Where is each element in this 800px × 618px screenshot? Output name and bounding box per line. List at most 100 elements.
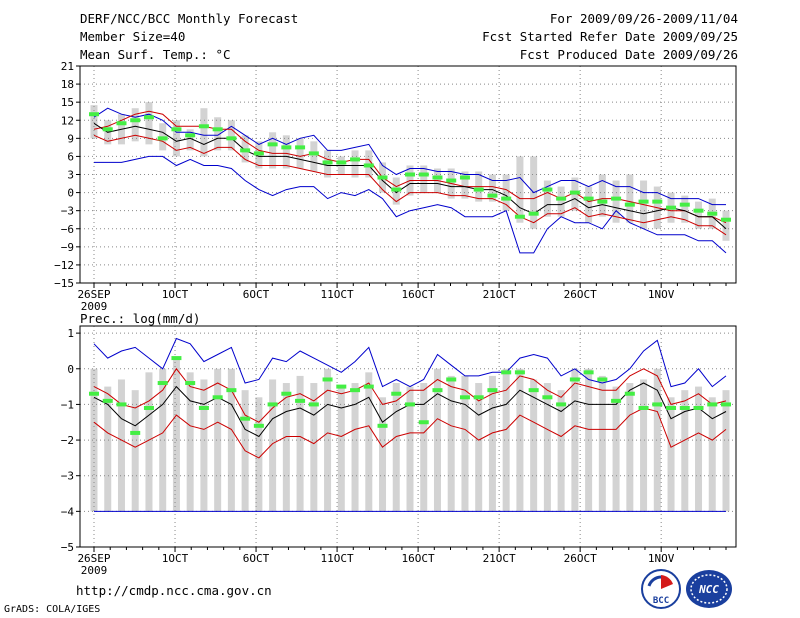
temp-xtick-label: 16OCT bbox=[402, 288, 435, 301]
prec-line-q1 bbox=[93, 407, 727, 459]
temp-box bbox=[200, 108, 208, 157]
prec-median-point bbox=[363, 384, 374, 389]
prec-box bbox=[392, 383, 400, 512]
prec-median-point bbox=[267, 402, 278, 407]
temp-median-point bbox=[652, 199, 663, 204]
temp-median-point bbox=[501, 196, 512, 201]
prec-box bbox=[159, 368, 167, 512]
prec-median-point bbox=[638, 405, 649, 410]
temp-median-point bbox=[528, 211, 539, 216]
prec-box bbox=[214, 368, 222, 512]
prec-xtick-label: 21OCT bbox=[483, 552, 516, 565]
prec-ytick-label: 0 bbox=[67, 363, 74, 376]
temp-box bbox=[557, 186, 565, 217]
prec-box bbox=[543, 383, 551, 512]
temp-median-point bbox=[363, 163, 374, 168]
temp-median-point bbox=[473, 187, 484, 192]
prec-median-point bbox=[542, 395, 553, 400]
prec-ytick-label: −2 bbox=[61, 434, 74, 447]
prec-year-label: 2009 bbox=[81, 564, 108, 577]
temp-ytick-label: 21 bbox=[61, 60, 74, 73]
temp-median-point bbox=[597, 199, 608, 204]
prec-box bbox=[708, 397, 716, 512]
temp-box bbox=[296, 138, 304, 169]
temp-box bbox=[502, 174, 510, 211]
chart-title: DERF/NCC/BCC Monthly Forecast bbox=[80, 11, 299, 26]
bcc-logo-text: BCC bbox=[653, 596, 669, 606]
prec-box bbox=[640, 379, 648, 512]
temp-box bbox=[516, 156, 524, 223]
prec-median-point bbox=[226, 388, 237, 393]
prec-median-point bbox=[597, 377, 608, 382]
precipitation-chart: −5 −4 −3 −2 −1 0 1 26SEP 1OCT 6OCT 11OCT 16OCT 21OCT… bbox=[61, 325, 737, 577]
temp-median-point bbox=[226, 136, 237, 141]
temp-box bbox=[186, 129, 194, 151]
prec-ytick-label: −5 bbox=[61, 541, 74, 554]
temp-median-point bbox=[295, 145, 306, 150]
prec-xtick-label: 26SEP bbox=[77, 552, 110, 565]
prec-median-point bbox=[583, 370, 594, 375]
prec-box bbox=[653, 368, 661, 512]
prec-box bbox=[351, 383, 359, 512]
temp-box bbox=[543, 180, 551, 217]
temp-median-point bbox=[391, 187, 402, 192]
prec-box bbox=[296, 375, 304, 512]
prec-box bbox=[282, 383, 290, 512]
temp-box bbox=[626, 174, 634, 223]
prec-median-point bbox=[624, 391, 635, 396]
prec-ytick-label: −4 bbox=[61, 505, 75, 518]
source-url[interactable]: http://cmdp.ncc.cma.gov.cn bbox=[76, 583, 272, 598]
prec-box bbox=[255, 397, 263, 512]
temp-median-point bbox=[666, 205, 677, 210]
temp-ytick-label: 18 bbox=[61, 78, 74, 91]
prec-box bbox=[379, 397, 387, 512]
prec-box bbox=[433, 368, 441, 512]
temp-median-point bbox=[171, 127, 182, 132]
prec-box bbox=[598, 375, 606, 512]
temp-box bbox=[681, 195, 689, 223]
temp-median-point bbox=[281, 145, 292, 150]
prec-ytick-label: 1 bbox=[67, 327, 74, 340]
temp-ytick-label: 0 bbox=[67, 187, 74, 200]
prec-box bbox=[502, 368, 510, 512]
temp-median-point bbox=[212, 127, 223, 132]
prec-median-point bbox=[405, 402, 415, 407]
prec-box bbox=[131, 390, 139, 512]
prec-median-point bbox=[198, 405, 209, 410]
prec-median-point bbox=[336, 384, 347, 389]
prec-median-point bbox=[253, 423, 264, 428]
temp-median-point bbox=[679, 202, 690, 207]
prec-box bbox=[447, 375, 455, 512]
temp-median-point bbox=[583, 196, 594, 201]
bcc-logo: BCC bbox=[641, 569, 681, 609]
fcst-started: Fcst Started Refer Date 2009/09/25 bbox=[482, 29, 738, 44]
temp-median-point bbox=[707, 211, 718, 216]
prec-box bbox=[461, 375, 469, 512]
temp-median-point bbox=[611, 196, 622, 201]
prec-frame bbox=[79, 325, 737, 548]
temp-box bbox=[585, 186, 593, 223]
temp-ytick-label: 15 bbox=[61, 96, 74, 109]
ncc-logo-text: NCC bbox=[698, 583, 719, 596]
forecast-period: For 2009/09/26-2009/11/04 bbox=[549, 11, 738, 26]
prec-box bbox=[104, 386, 112, 512]
prec-median-point bbox=[143, 405, 154, 410]
prec-median-point bbox=[322, 377, 333, 382]
prec-box bbox=[475, 383, 483, 512]
temp-line-min bbox=[93, 107, 726, 206]
prec-xtick-label: 6OCT bbox=[243, 552, 270, 565]
temp-box bbox=[145, 102, 153, 145]
temp-line-q1 bbox=[93, 134, 727, 236]
prec-median-point bbox=[666, 405, 677, 410]
prec-box bbox=[722, 390, 730, 512]
prec-median-point bbox=[212, 395, 223, 400]
prec-median-point bbox=[487, 388, 498, 393]
temp-median-point bbox=[638, 199, 649, 204]
temp-box bbox=[598, 174, 606, 217]
prec-box bbox=[695, 386, 703, 512]
temp-ytick-label: −3 bbox=[61, 205, 74, 218]
temp-median-point bbox=[350, 157, 361, 162]
temp-median-point bbox=[377, 175, 388, 180]
temp-line-mean bbox=[93, 122, 727, 230]
temp-median-point bbox=[130, 118, 141, 123]
